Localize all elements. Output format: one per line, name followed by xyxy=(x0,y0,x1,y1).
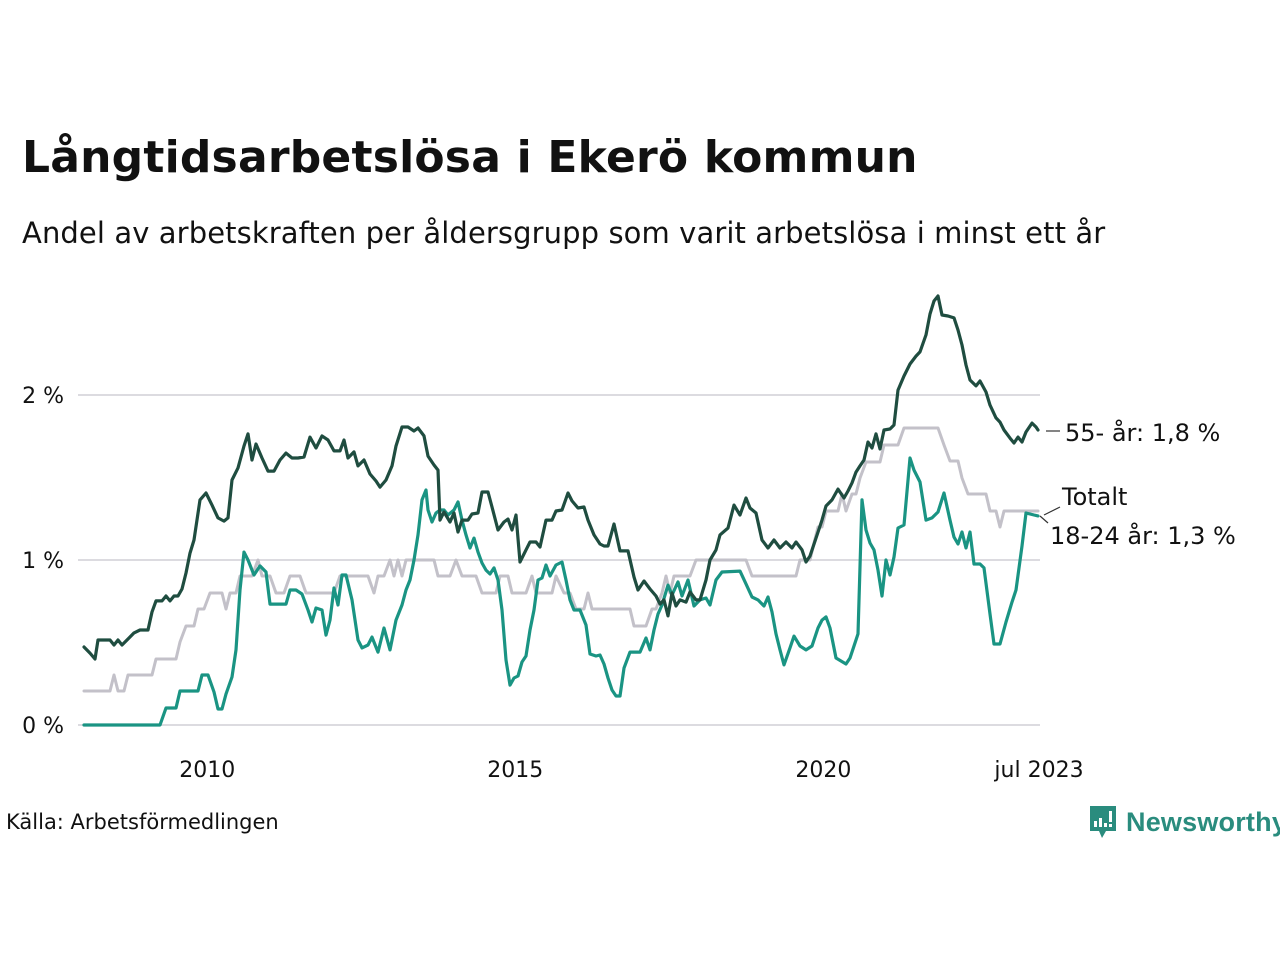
y-tick-label: 2 % xyxy=(22,384,64,409)
x-tick-label: 2020 xyxy=(795,758,851,783)
y-tick-label: 0 % xyxy=(22,714,64,739)
brand-name: Newsworthy xyxy=(1126,806,1280,837)
series-line-55-r xyxy=(82,294,1040,661)
series-line-18-24-r xyxy=(82,456,1040,727)
series-label: 55- år: 1,8 % xyxy=(1065,418,1220,447)
chart-subtitle: Andel av arbetskraften per åldersgrupp s… xyxy=(22,216,1106,250)
x-tick-label: jul 2023 xyxy=(993,758,1083,783)
chart-title: Långtidsarbetslösa i Ekerö kommun xyxy=(22,132,918,183)
label-leader-line xyxy=(1043,506,1061,516)
newsworthy-logo-icon xyxy=(1090,806,1116,838)
x-tick-label: 2015 xyxy=(487,758,543,783)
series-label: 18-24 år: 1,3 % xyxy=(1050,521,1236,550)
x-tick-label: 2010 xyxy=(179,758,235,783)
series-line-totalt xyxy=(82,426,1040,693)
y-tick-label: 1 % xyxy=(22,549,64,574)
series-label: Totalt xyxy=(1061,483,1127,511)
source-note: Källa: Arbetsförmedlingen xyxy=(6,810,279,834)
label-leader-line xyxy=(1039,515,1049,524)
brand-logo[interactable]: Newsworthy xyxy=(1088,804,1280,840)
